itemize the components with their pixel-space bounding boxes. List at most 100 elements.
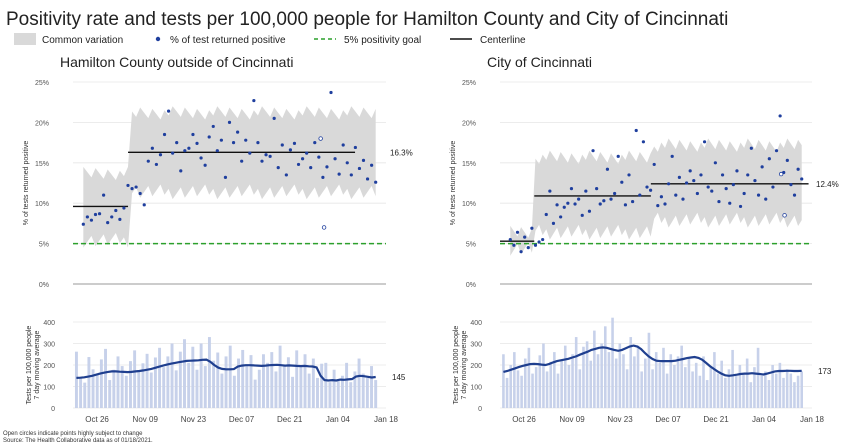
tests-bar bbox=[311, 358, 315, 408]
tests-bar bbox=[571, 354, 574, 408]
tests-bar bbox=[307, 373, 311, 408]
positivity-point bbox=[162, 132, 167, 137]
positivity-point bbox=[760, 165, 764, 169]
positivity-point bbox=[537, 240, 541, 244]
positivity-point bbox=[702, 140, 707, 144]
tests-y-tick-label: 300 bbox=[43, 342, 55, 349]
positivity-point bbox=[236, 130, 240, 134]
positivity-point bbox=[130, 187, 134, 191]
tests-bar bbox=[567, 365, 571, 408]
tests-bar bbox=[767, 380, 771, 408]
positivity-point bbox=[519, 250, 523, 254]
common-variation-band bbox=[83, 106, 376, 248]
tests-bar bbox=[266, 362, 270, 408]
positivity-point bbox=[663, 202, 667, 206]
tests-bar bbox=[187, 362, 191, 408]
positivity-point bbox=[735, 169, 739, 173]
tests-bar bbox=[596, 354, 600, 408]
tests-bar bbox=[332, 369, 336, 408]
positivity-point bbox=[329, 90, 333, 95]
positivity-point bbox=[215, 149, 219, 153]
tests-bar bbox=[116, 356, 120, 408]
moving-average-value-label: 145 bbox=[392, 373, 406, 382]
tests-y-axis-label-line2: 7 day moving average bbox=[461, 330, 468, 399]
positivity-point bbox=[713, 161, 717, 165]
tests-bar bbox=[545, 371, 549, 408]
positivity-point bbox=[102, 193, 106, 197]
tests-bar bbox=[278, 345, 282, 408]
positivity-point bbox=[566, 201, 570, 205]
positivity-point bbox=[171, 151, 175, 155]
positivity-point bbox=[321, 175, 325, 179]
tests-bar bbox=[340, 375, 344, 408]
positivity-point bbox=[792, 193, 797, 197]
tests-bar bbox=[95, 373, 99, 408]
tests-y-tick-label: 100 bbox=[470, 385, 482, 392]
tests-y-axis-label-line2: 7 day moving average bbox=[34, 330, 41, 399]
positivity-point bbox=[728, 201, 732, 205]
positivity-point bbox=[738, 204, 743, 209]
positivity-point bbox=[706, 185, 710, 189]
positivity-point bbox=[609, 197, 613, 201]
tests-bar bbox=[502, 354, 505, 408]
positivity-point bbox=[638, 193, 642, 197]
positivity-point bbox=[183, 149, 187, 153]
positivity-panel-1: 0% 5% 10% 15% 20% 25% 12.4% % of tests returned… bbox=[450, 80, 839, 289]
positivity-point bbox=[240, 159, 244, 163]
tests-bar bbox=[614, 358, 618, 408]
tests-bar bbox=[709, 367, 713, 408]
positivity-point bbox=[199, 156, 203, 160]
x-tick-label: Nov 09 bbox=[133, 415, 159, 424]
tests-bar bbox=[195, 369, 199, 408]
positivity-point bbox=[361, 158, 366, 162]
tests-bar bbox=[716, 373, 720, 408]
tests-bar bbox=[349, 382, 353, 408]
positivity-point bbox=[142, 203, 146, 207]
tests-bar bbox=[141, 363, 145, 408]
positivity-point bbox=[789, 183, 793, 187]
tests-bar bbox=[245, 366, 249, 408]
tests-bar bbox=[560, 360, 563, 408]
x-tick-label: Nov 23 bbox=[607, 415, 633, 424]
tests-bar bbox=[286, 357, 290, 408]
tests-bar bbox=[220, 373, 224, 408]
tests-bar bbox=[112, 369, 116, 408]
tests-bar bbox=[270, 352, 274, 408]
tests-bar bbox=[618, 343, 622, 408]
tests-bar bbox=[778, 362, 782, 408]
legend-goal: 5% positivity goal bbox=[344, 35, 421, 46]
tests-bar bbox=[203, 366, 207, 408]
positivity-point bbox=[317, 155, 321, 159]
positivity-point bbox=[796, 167, 800, 171]
tests-bar bbox=[756, 347, 760, 408]
tests-bar bbox=[183, 339, 186, 408]
tests-bar bbox=[166, 356, 170, 408]
tests-bar bbox=[665, 373, 669, 408]
y-tick-label: 5% bbox=[466, 242, 476, 249]
tests-bar bbox=[191, 346, 195, 408]
positivity-point bbox=[515, 230, 520, 234]
tests-bar bbox=[705, 380, 709, 408]
legend-band-swatch bbox=[14, 33, 36, 45]
positivity-point bbox=[158, 153, 163, 157]
plot-area: 0% 5% 10% 15% 20% 25% 16.3% % of tests returned… bbox=[23, 80, 839, 424]
x-tick-label: Dec 21 bbox=[703, 415, 729, 424]
positivity-point bbox=[219, 138, 223, 142]
tests-bar bbox=[549, 361, 553, 408]
y-tick-label: 25% bbox=[462, 80, 476, 87]
positivity-point bbox=[305, 151, 309, 155]
positivity-point bbox=[756, 193, 761, 197]
tests-bar bbox=[224, 356, 228, 408]
positivity-panel-0: 0% 5% 10% 15% 20% 25% 16.3% % of tests returned… bbox=[23, 80, 413, 289]
positivity-point bbox=[749, 146, 753, 150]
tests-bar bbox=[99, 359, 103, 408]
positivity-point bbox=[771, 185, 775, 189]
tests-bar bbox=[133, 350, 137, 408]
positivity-point bbox=[577, 197, 581, 201]
positivity-point bbox=[357, 166, 362, 171]
tests-y-axis-label-line1: Tests per 100,000 people bbox=[453, 326, 460, 405]
positivity-point bbox=[146, 159, 150, 163]
tests-bar bbox=[760, 375, 763, 408]
tests-bar bbox=[178, 351, 182, 408]
positivity-point bbox=[595, 187, 599, 191]
